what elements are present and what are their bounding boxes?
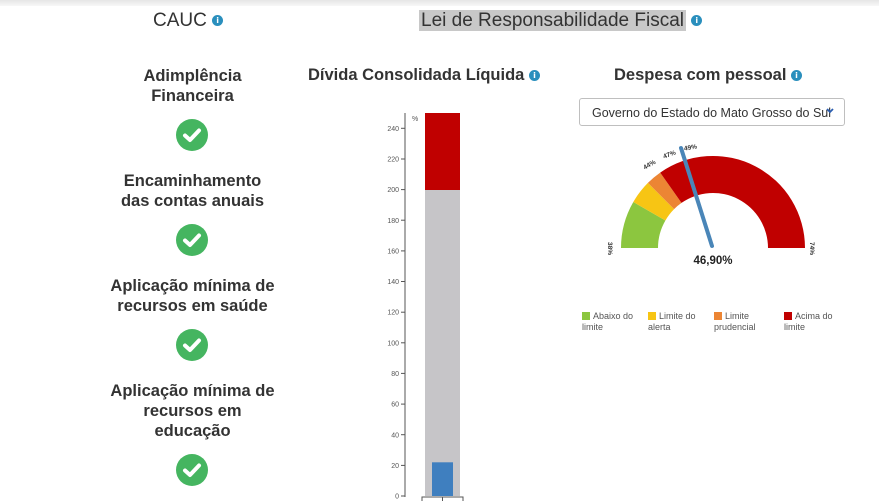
cauc-item-educacao: Aplicação mínima de recursos em educação [95, 381, 290, 441]
label-line: Financeira [151, 87, 234, 105]
legend-text: Acima do [795, 311, 833, 321]
legend-text: limite [784, 322, 806, 332]
legend-swatch [582, 312, 590, 320]
svg-text:200: 200 [387, 187, 399, 194]
svg-text:38%: 38% [606, 242, 613, 255]
label-line: Encaminhamento [123, 172, 262, 190]
legend-item-alert: Limite do alerta [648, 311, 696, 333]
svg-text:47%: 47% [662, 149, 677, 160]
cauc-item-encaminhamento: Encaminhamento das contas anuais [95, 171, 290, 211]
check-circle-icon [176, 119, 208, 151]
svg-text:40: 40 [391, 432, 399, 439]
legend-text: limite [582, 322, 604, 332]
legend-swatch [714, 312, 722, 320]
gauge-band-below [621, 202, 666, 248]
svg-text:140: 140 [387, 279, 399, 286]
lrf-title-text: Lei de Responsabilidade Fiscal [419, 10, 686, 31]
label-line: Aplicação mínima de [110, 382, 275, 400]
label-line: recursos em saúde [117, 297, 268, 315]
svg-text:220: 220 [387, 157, 399, 164]
check-circle-icon [176, 454, 208, 486]
svg-text:44%: 44% [642, 159, 657, 172]
svg-text:180: 180 [387, 218, 399, 225]
dcl-title-text: Dívida Consolidada Líquida [308, 66, 525, 84]
label-line: Aplicação mínima de [110, 277, 275, 295]
y-unit-label: % [412, 116, 418, 123]
svg-text:160: 160 [387, 248, 399, 255]
info-icon[interactable]: i [691, 15, 703, 27]
lrf-section-title: Lei de Responsabilidade Fiscal i [419, 10, 703, 32]
dcl-value-bar[interactable] [432, 462, 453, 496]
svg-text:100: 100 [387, 340, 399, 347]
label-line: educação [154, 422, 231, 440]
svg-text:74%: 74% [808, 242, 815, 255]
entity-select-value: Governo do Estado do Mato Grosso do Sul [592, 106, 832, 120]
cauc-item-saude: Aplicação mínima de recursos em saúde [95, 276, 290, 316]
legend-item-prudential: Limite prudencial [714, 311, 756, 333]
gauge-needle [679, 146, 714, 248]
legend-text: Limite do [659, 311, 696, 321]
svg-text:240: 240 [387, 126, 399, 133]
cauc-section-title: CAUC i [153, 10, 224, 32]
cauc-title-text: CAUC [153, 10, 207, 31]
cauc-item-label: Aplicação mínima de recursos em saúde [95, 276, 290, 316]
legend-text: alerta [648, 322, 671, 332]
gauge-band-alert [633, 182, 675, 221]
info-icon[interactable]: i [528, 70, 540, 82]
gauge-band-above [660, 155, 805, 248]
cauc-item-label: Encaminhamento das contas anuais [95, 171, 290, 211]
label-line: recursos em [143, 402, 242, 420]
x-axis [421, 496, 464, 501]
svg-text:49%: 49% [684, 143, 698, 152]
svg-text:60: 60 [391, 402, 399, 409]
legend-text: Abaixo do [593, 311, 634, 321]
label-line: Adimplência [143, 67, 242, 85]
gauge-band-prudential [647, 172, 682, 210]
cauc-item-adimplencia: Adimplência Financeira [95, 66, 290, 106]
check-circle-icon [176, 329, 208, 361]
band-below-limit [425, 190, 460, 496]
dcl-bar-chart: % 0 20 40 60 80 100 120 140 160 180 200 … [387, 113, 464, 501]
despesa-title: Despesa com pessoal i [614, 66, 803, 85]
despesa-gauge: 44% 47% 49% 38% 74% 46,90% [606, 143, 815, 267]
check-circle-icon [176, 224, 208, 256]
svg-text:0: 0 [395, 494, 399, 501]
band-above-limit [425, 113, 460, 190]
entity-select[interactable]: Governo do Estado do Mato Grosso do Sul [579, 98, 845, 126]
cauc-item-label: Adimplência Financeira [95, 66, 290, 106]
gauge-value-label: 46,90% [693, 255, 732, 267]
top-shadow-bar [0, 0, 879, 6]
label-line: das contas anuais [120, 192, 265, 210]
info-icon[interactable]: i [212, 15, 224, 27]
svg-text:120: 120 [387, 310, 399, 317]
despesa-title-text: Despesa com pessoal [614, 66, 787, 84]
legend-text: Limite [725, 311, 750, 321]
cauc-item-label: Aplicação mínima de recursos em educação [95, 381, 290, 441]
info-icon[interactable]: i [791, 70, 803, 82]
svg-text:80: 80 [391, 371, 399, 378]
legend-swatch [784, 312, 792, 320]
chevron-down-icon [825, 103, 835, 122]
legend-item-above: Acima do limite [784, 311, 833, 333]
dcl-title: Dívida Consolidada Líquida i [308, 66, 540, 85]
y-ticks: 0 20 40 60 80 100 120 140 160 180 200 22… [387, 126, 405, 501]
legend-text: prudencial [714, 322, 756, 332]
legend-swatch [648, 312, 656, 320]
legend-item-below: Abaixo do limite [582, 311, 633, 333]
svg-text:20: 20 [391, 463, 399, 470]
